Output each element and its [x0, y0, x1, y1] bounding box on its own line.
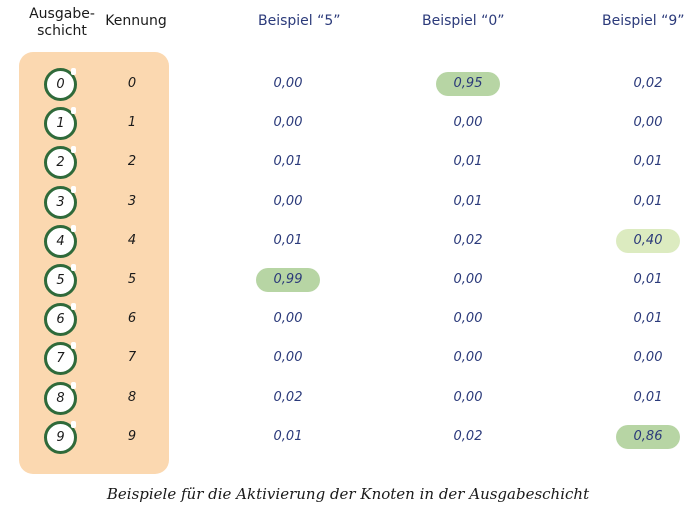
activation-value: 0,02: [453, 428, 483, 444]
output-node-ring-gap: [71, 264, 76, 271]
activation-value: 0,01: [633, 193, 663, 209]
activation-value: 0,01: [633, 311, 663, 327]
node-id-8: 8: [127, 389, 137, 405]
example-header-0: Beispiel “0”: [422, 13, 505, 29]
node-id-2: 2: [127, 154, 137, 170]
output-node-ring-gap: [71, 420, 76, 428]
output-node-8: 8: [44, 381, 77, 415]
activation-value: 0,01: [453, 193, 483, 209]
output-node-6: 6: [44, 303, 77, 337]
figure-caption: Beispiele für die Aktivierung der Knoten…: [106, 485, 590, 503]
activation-value: 0,95: [436, 72, 500, 96]
output-node-ring-gap: [71, 303, 76, 311]
output-node-ring-gap: [71, 107, 76, 115]
node-id-7: 7: [127, 350, 137, 366]
output-layer-header-line1: Ausgabe-: [29, 6, 95, 22]
node-id-5: 5: [127, 272, 137, 287]
node-id-4: 4: [127, 232, 137, 248]
output-node-5: 5: [44, 264, 77, 297]
output-node-ring-gap: [71, 342, 76, 350]
activation-value: 0,00: [273, 350, 303, 366]
output-node-ring-gap: [71, 224, 76, 232]
activation-value: 0,00: [453, 350, 483, 366]
activation-value: 0,40: [616, 228, 680, 253]
example-header-5: Beispiel “5”: [258, 13, 341, 29]
activation-value: 0,00: [273, 115, 303, 131]
activation-value: 0,01: [273, 154, 303, 170]
output-node-ring-gap: [71, 381, 76, 389]
activation-value: 0,00: [453, 389, 483, 405]
activation-value: 0,00: [273, 76, 303, 91]
activation-value: 0,01: [453, 154, 483, 170]
activation-value: 0,02: [453, 232, 483, 248]
node-id-3: 3: [127, 193, 137, 209]
activation-value: 0,01: [633, 154, 663, 170]
output-layer-header-line2: schicht: [37, 23, 87, 39]
output-layer-header: Ausgabe- schicht: [22, 6, 102, 40]
example-header-9: Beispiel “9”: [602, 13, 685, 29]
activation-value: 0,00: [633, 350, 663, 366]
activation-value: 0,86: [616, 424, 680, 449]
activation-value: 0,01: [273, 428, 303, 444]
activation-value: 0,00: [453, 272, 483, 287]
activation-value: 0,01: [273, 232, 303, 248]
node-id-1: 1: [127, 115, 137, 131]
activation-value: 0,02: [633, 76, 663, 91]
output-node-ring-gap: [71, 185, 76, 193]
id-header: Kennung: [105, 13, 167, 29]
output-node-ring-gap: [71, 146, 76, 154]
node-id-9: 9: [127, 428, 137, 444]
node-id-0: 0: [127, 76, 137, 91]
activation-value: 0,99: [256, 268, 320, 292]
activation-value: 0,01: [633, 272, 663, 287]
activation-value: 0,00: [453, 115, 483, 131]
activation-value: 0,00: [633, 115, 663, 131]
output-node-ring-gap: [71, 68, 76, 75]
activation-value: 0,00: [453, 311, 483, 327]
activation-value: 0,01: [633, 389, 663, 405]
activation-value: 0,00: [273, 193, 303, 209]
node-id-6: 6: [127, 311, 137, 327]
activation-value: 0,00: [273, 311, 303, 327]
activation-value: 0,02: [273, 389, 303, 405]
output-node-1: 1: [44, 107, 77, 141]
